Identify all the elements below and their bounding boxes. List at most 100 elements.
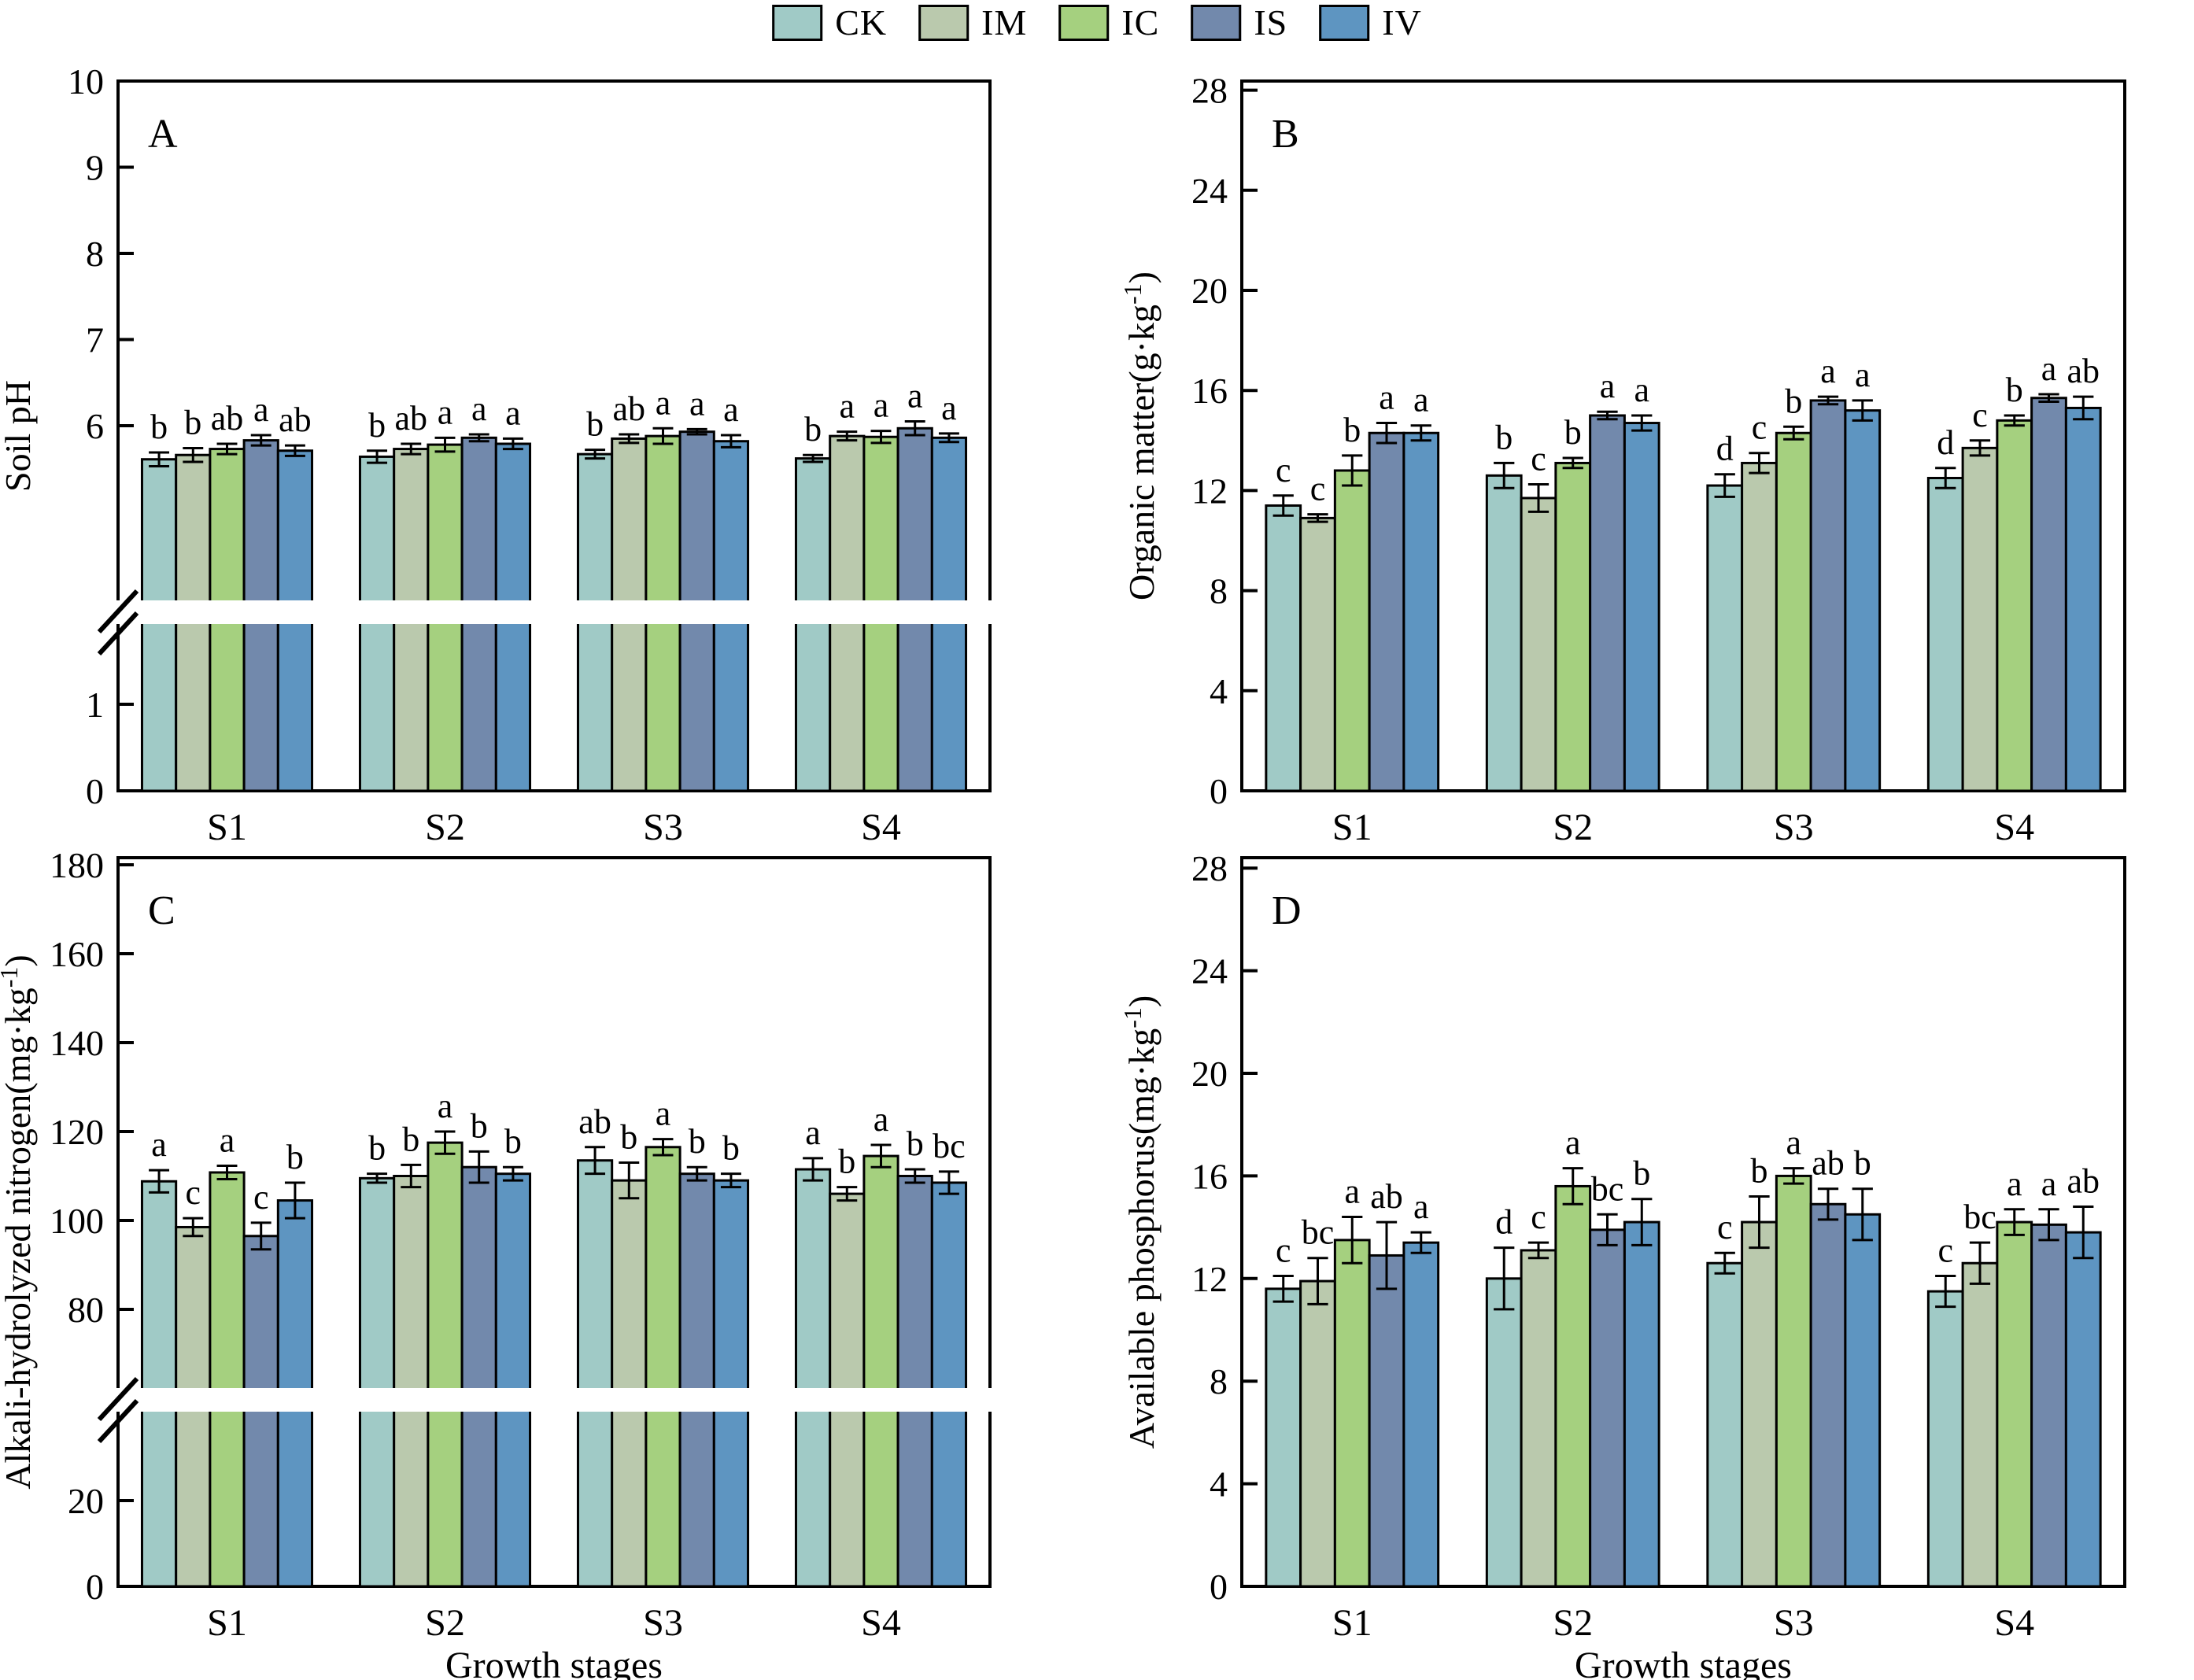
sig-letter: b [1750,1151,1767,1190]
bar-IC-S1 [1333,1239,1371,1588]
panel-letter: B [1272,112,1299,157]
y-tick-label: 0 [1210,1567,1228,1607]
legend-item-iv: IV [1319,2,1422,43]
sig-letter: b [586,405,604,444]
sig-letter: a [723,390,739,429]
sig-letter: b [1564,413,1582,452]
bar-IM-S2 [1520,497,1557,792]
axis-break-slash [97,611,139,656]
sig-letter: a [438,1087,453,1125]
axis-break-band [116,1388,992,1412]
sig-letter: ab [279,401,312,439]
sig-letter: a [438,393,453,431]
y-tick-label: 8 [86,234,104,274]
sig-letter: a [471,390,487,428]
y-tick-label: 100 [50,1201,104,1241]
sig-letter: b [838,1143,855,1181]
y-tick-label: 16 [1191,371,1228,411]
x-category-label: S4 [1994,1602,2034,1644]
sig-letter: a [941,389,957,427]
sig-letter: ab [395,399,428,438]
bar-IC-S2 [1554,1184,1592,1588]
bar-IS-S4 [2030,1223,2067,1588]
sig-letter: b [1633,1154,1650,1193]
sig-letter: a [840,387,855,426]
y-tick-label: 28 [1191,71,1228,111]
x-category-label: S4 [1994,807,2034,848]
sig-letter: b [1785,382,1802,420]
sig-letter: a [1565,1124,1581,1162]
sig-letter: a [874,386,889,425]
sig-letter: a [907,377,923,415]
legend-label-ck: CK [835,2,888,42]
panel-letter: C [148,888,175,933]
bar-IC-S4 [1996,1220,2033,1588]
bar-IM-S4 [1961,446,1999,792]
sig-letter: b [368,406,386,445]
legend-swatch-iv [1319,4,1370,41]
sig-letter: a [1600,367,1616,405]
y-tick-label: 80 [68,1290,104,1330]
sig-letter: b [1343,411,1361,449]
y-tick-label: 24 [1191,171,1228,211]
bar-IV-S4 [2064,1231,2102,1588]
sig-letter: c [1276,451,1291,489]
sig-letter: a [253,390,269,429]
legend-swatch-ck [772,4,823,41]
sig-letter: c [1531,439,1546,478]
bar-IS-S1 [1368,431,1405,792]
y-tick-label: 8 [1210,571,1228,611]
y-axis-label: Organic matter(g·kg-1) [1118,271,1162,600]
sig-letter: c [1276,1231,1291,1270]
bar-IS-S1 [1368,1254,1405,1588]
sig-letter: bc [1963,1198,1996,1236]
bar-IV-S4 [930,1181,968,1588]
bar-IS-S3 [1809,399,1847,792]
y-tick-label: 24 [1191,951,1228,991]
bar-IM-S3 [611,1179,648,1588]
bar-IV-S3 [1844,1213,1882,1588]
bar-IV-S3 [712,1179,750,1588]
sig-letter: a [1820,352,1836,390]
legend-label-ic: IC [1121,2,1160,42]
legend-label-im: IM [981,2,1028,42]
bar-CK-S1 [140,1180,178,1588]
x-axis-title: Growth stages [1575,1645,1792,1680]
bar-IS-S4 [2030,397,2067,792]
sig-letter: b [150,408,168,446]
bar-IC-S3 [1775,1174,1812,1588]
sig-letter: a [505,393,521,432]
panel-letter: A [148,112,178,157]
plot-box [1240,79,2126,792]
axis-break-band [116,600,992,624]
y-tick-label: 9 [86,148,104,188]
sig-letter: ab [2067,352,2100,390]
bar-IS-S3 [678,1172,715,1588]
legend-item-ic: IC [1058,2,1159,43]
sig-letter: a [2041,1165,2057,1203]
bar-IC-S4 [862,1154,899,1588]
sig-letter: ab [211,399,244,438]
y-tick-label: 7 [86,320,104,360]
bar-IM-S2 [393,1175,430,1588]
bar-CK-S1 [1265,1287,1302,1588]
x-category-label: S1 [1332,1602,1372,1644]
y-tick-label: 4 [1210,1464,1228,1505]
x-category-label: S4 [861,1602,901,1644]
bar-IC-S1 [1333,469,1371,792]
legend-label-iv: IV [1382,2,1422,42]
bar-CK-S4 [1926,477,1964,792]
sig-letter: ab [1370,1177,1403,1216]
sig-letter: b [1854,1144,1871,1183]
bar-IS-S4 [896,1175,933,1588]
sig-letter: a [1413,381,1429,419]
bar-IM-S4 [1961,1261,1999,1588]
bar-CK-S3 [576,1159,614,1588]
sig-letter: a [805,1113,821,1152]
bar-CK-S4 [794,1168,832,1588]
sig-letter: a [1855,356,1871,394]
sig-letter: ab [613,390,646,428]
